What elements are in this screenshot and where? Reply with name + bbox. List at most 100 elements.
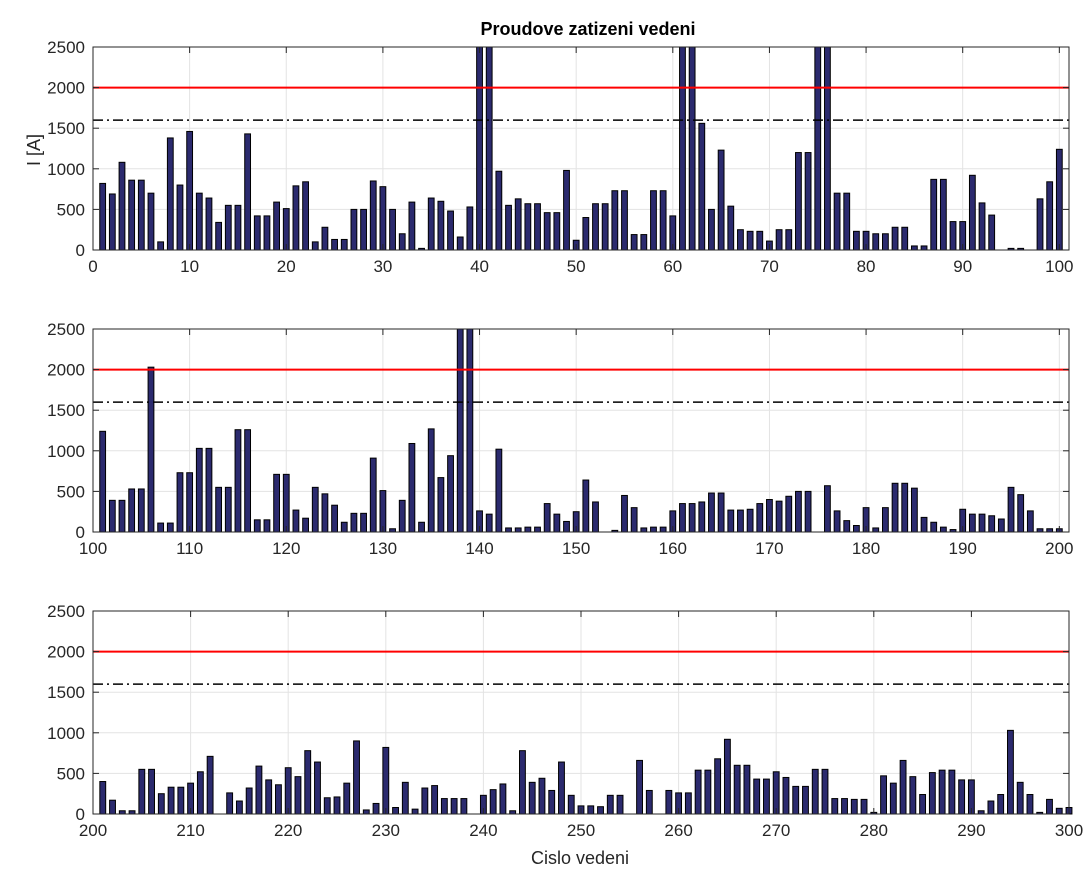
bar-223	[314, 761, 321, 815]
x-tick-label: 10	[180, 257, 199, 276]
bar-193	[988, 515, 996, 533]
bar-209	[177, 786, 185, 815]
bar-231	[392, 807, 399, 815]
x-tick-label: 290	[957, 821, 985, 840]
bar-241	[489, 789, 497, 815]
x-tick-label: 80	[857, 257, 876, 276]
bar-81	[872, 233, 880, 251]
x-tick-label: 250	[567, 821, 595, 840]
bar-111	[195, 447, 203, 533]
y-tick-label: 0	[76, 805, 85, 824]
x-tick-label: 0	[88, 257, 97, 276]
bar-270	[772, 771, 780, 815]
bar-63	[698, 122, 706, 251]
bar-226	[343, 782, 351, 815]
bar-101	[99, 430, 107, 533]
bar-125	[331, 504, 338, 533]
bar-166	[727, 509, 735, 533]
bar-254	[616, 794, 624, 815]
y-tick-label: 500	[57, 200, 85, 219]
bar-137	[447, 455, 454, 533]
bar-7	[157, 241, 165, 251]
bar-124	[321, 493, 329, 533]
bar-119	[273, 473, 281, 533]
bar-87	[930, 178, 938, 251]
bar-91	[968, 174, 976, 251]
bar-194	[997, 518, 1005, 533]
bar-18	[263, 215, 271, 251]
bar-277	[841, 798, 848, 815]
bar-123	[311, 486, 319, 533]
y-tick-label: 500	[57, 764, 85, 783]
bar-225	[333, 796, 341, 815]
bar-264	[714, 758, 722, 815]
bar-172	[785, 495, 793, 533]
bar-86	[920, 245, 928, 251]
bar-106	[147, 366, 155, 533]
bar-22	[302, 181, 309, 251]
bar-179	[853, 525, 860, 533]
bar-234	[421, 787, 429, 815]
bar-275	[821, 768, 829, 815]
bar-130	[379, 490, 387, 533]
bar-156	[630, 507, 638, 533]
bar-158	[650, 526, 657, 533]
bar-37	[447, 210, 454, 251]
bar-93	[988, 214, 996, 251]
bar-19	[273, 201, 281, 251]
bar-6	[147, 192, 155, 251]
bar-103	[118, 499, 126, 533]
bar-72	[785, 229, 793, 251]
bar-178	[843, 520, 851, 533]
bar-4	[128, 179, 136, 251]
bar-285	[919, 794, 927, 815]
bar-84	[901, 226, 909, 251]
bar-127	[350, 512, 358, 533]
bar-98	[1036, 198, 1044, 251]
bar-143	[505, 527, 512, 533]
bar-73	[795, 152, 802, 251]
bar-2	[108, 193, 116, 251]
bar-229	[372, 802, 380, 815]
bar-230	[382, 746, 390, 815]
x-tick-label: 180	[852, 539, 880, 558]
bar-276	[831, 798, 839, 815]
bar-99	[1046, 181, 1054, 251]
y-tick-label: 2000	[47, 79, 85, 98]
y-tick-label: 1500	[47, 401, 85, 420]
bar-293	[997, 794, 1005, 815]
bar-219	[275, 784, 282, 815]
bar-214	[226, 792, 234, 815]
bar-247	[548, 789, 556, 815]
x-tick-label: 60	[663, 257, 682, 276]
x-tick-label: 30	[373, 257, 392, 276]
bar-195	[1007, 486, 1015, 533]
x-tick-label: 210	[176, 821, 204, 840]
x-tick-label: 280	[860, 821, 888, 840]
bar-259	[665, 789, 673, 815]
bar-61	[679, 46, 686, 251]
bar-14	[224, 204, 232, 251]
bar-271	[782, 776, 790, 815]
bar-135	[427, 428, 435, 533]
x-tick-label: 200	[79, 821, 107, 840]
bar-134	[418, 521, 425, 533]
bar-75	[814, 46, 822, 251]
bar-55	[621, 190, 628, 251]
bar-122	[302, 517, 309, 533]
x-axis-label: Cislo vedeni	[531, 848, 629, 868]
bar-52	[592, 203, 599, 251]
bar-205	[138, 768, 146, 815]
bar-89	[949, 221, 957, 251]
bar-162	[688, 503, 696, 533]
bar-268	[753, 778, 761, 815]
bar-27	[350, 208, 358, 251]
bar-171	[775, 500, 783, 533]
bar-161	[679, 503, 686, 533]
bar-35	[427, 197, 435, 251]
y-tick-label: 1000	[47, 724, 85, 743]
bar-114	[224, 486, 232, 533]
bar-66	[727, 205, 735, 251]
bar-139	[466, 328, 474, 533]
bar-299	[1055, 807, 1063, 815]
